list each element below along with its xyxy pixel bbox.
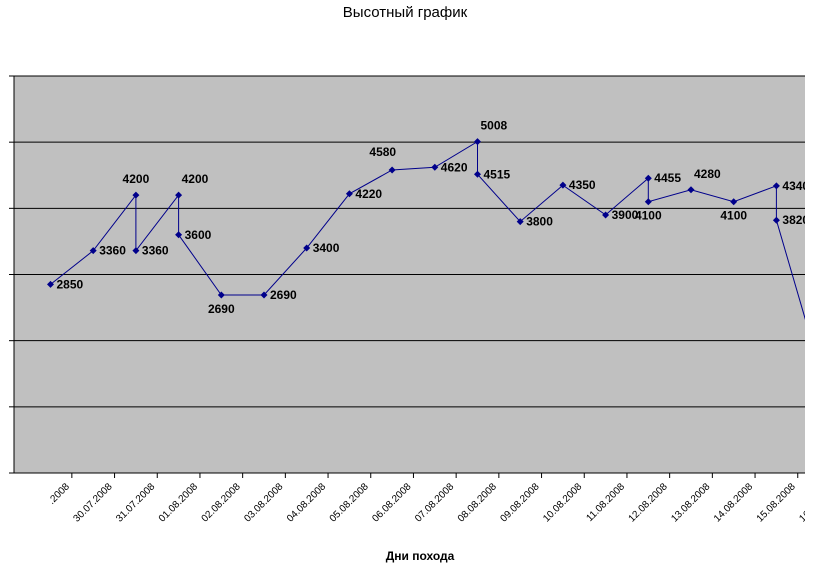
data-point [816, 363, 819, 370]
x-tick-label: 12.08.2008 [627, 481, 670, 524]
data-point [559, 181, 567, 189]
data-point [431, 163, 439, 171]
series-line [50, 140, 805, 320]
x-tick-label: 10.08.2008 [541, 481, 584, 524]
x-tick-label: 11.08.2008 [584, 481, 627, 524]
data-point [730, 198, 738, 206]
data-label: 3820 [782, 213, 809, 227]
data-point [260, 291, 268, 299]
data-label: 4515 [484, 167, 511, 181]
series-altitude [47, 138, 819, 370]
data-label: 4100 [720, 209, 747, 223]
data-label: 4620 [441, 160, 468, 174]
gridlines [14, 75, 805, 408]
x-tick-label: 03.08.2008 [242, 481, 285, 524]
x-tick-labels: .2008 30.07.2008 31.07.2008 01.08.2008 02.08… [46, 481, 819, 524]
data-label: 4280 [694, 167, 721, 181]
data-point [474, 138, 481, 146]
data-point [217, 291, 225, 299]
data-label: 4350 [569, 178, 596, 192]
data-point [474, 170, 481, 178]
data-point [687, 186, 695, 194]
data-label: 3600 [185, 228, 212, 242]
x-axis-title: Дни похода [386, 549, 455, 563]
x-tick-label: 16.08.2008 [797, 481, 819, 524]
data-label: 4200 [182, 172, 209, 186]
data-label: 3400 [313, 241, 340, 255]
data-label: 4340 [782, 179, 809, 193]
data-label: 3900 [612, 208, 639, 222]
data-point [644, 198, 652, 206]
data-point [516, 218, 524, 226]
x-tick-label: 14.08.2008 [712, 481, 755, 524]
x-tick-label: 05.08.2008 [328, 481, 371, 524]
x-tick-label: 13.08.2008 [669, 481, 712, 524]
data-label: 5008 [481, 119, 508, 133]
data-point [602, 211, 610, 219]
data-point [772, 216, 780, 224]
data-label: 4200 [123, 172, 150, 186]
data-label: 3360 [142, 244, 169, 258]
data-label: 3800 [526, 215, 553, 229]
data-label: 4220 [355, 187, 382, 201]
x-tick-label: 07.08.2008 [413, 481, 456, 524]
data-point [345, 190, 353, 198]
x-tick-label: 30.07.2008 [71, 481, 114, 524]
x-tick-label: 02.08.2008 [200, 481, 243, 524]
axes [9, 75, 805, 478]
data-point [132, 247, 140, 255]
data-label: 2690 [208, 302, 235, 316]
x-tick-label: 06.08.2008 [370, 481, 413, 524]
data-label: 4100 [635, 209, 662, 223]
data-point [388, 166, 396, 174]
data-label: 3360 [99, 244, 126, 258]
x-tick-label: 04.08.2008 [285, 481, 328, 524]
x-tick-label: 01.08.2008 [157, 481, 200, 524]
data-point [175, 191, 183, 199]
data-point [175, 231, 183, 239]
data-label: 4455 [654, 171, 681, 185]
data-point [303, 244, 311, 252]
data-label: 1610 [806, 373, 819, 387]
data-point [772, 182, 780, 190]
data-label: 2850 [57, 277, 84, 291]
x-tick-label: .2008 [46, 481, 72, 507]
data-point [89, 247, 97, 255]
chart-title: Высотный график [342, 4, 468, 21]
data-label: 2690 [270, 288, 297, 302]
data-point [47, 280, 54, 288]
data-label: 4580 [369, 145, 396, 159]
data-labels: 2850 3360 4200 3360 4200 3600 2690 2690 3400 4220… [57, 119, 819, 387]
data-point [132, 191, 140, 199]
x-tick-label: 15.08.2008 [755, 481, 798, 524]
x-tick-label: 31.07.2008 [114, 481, 157, 524]
x-tick-label: 09.08.2008 [498, 481, 541, 524]
data-point [644, 174, 652, 182]
x-tick-label: 08.08.2008 [456, 481, 499, 524]
